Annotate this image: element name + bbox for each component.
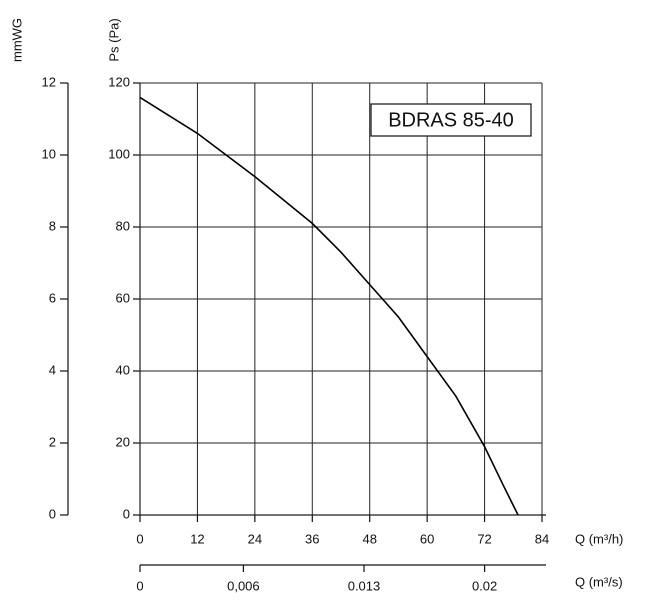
x-axis-title: Q (m³/h) [575, 531, 623, 546]
y-tick-label: 100 [108, 146, 130, 161]
y2-tick-label: 4 [49, 362, 56, 377]
y2-tick-label: 10 [42, 146, 56, 161]
y-tick-label: 40 [116, 362, 130, 377]
x-tick-label: 72 [477, 531, 491, 546]
y2-tick-label: 12 [42, 74, 56, 89]
y2-tick-label: 0 [49, 506, 56, 521]
y-tick-label: 80 [116, 218, 130, 233]
x-tick-label: 84 [535, 531, 549, 546]
x2-tick-label: 0.02 [472, 578, 497, 593]
y-tick-label: 120 [108, 74, 130, 89]
y-tick-label: 0 [123, 506, 130, 521]
y-tick-label: 60 [116, 290, 130, 305]
x-tick-label: 60 [420, 531, 434, 546]
x-tick-label: 0 [136, 531, 143, 546]
x-tick-label: 24 [248, 531, 262, 546]
y2-axis-title: mmWG [9, 18, 24, 62]
y-tick-label: 20 [116, 434, 130, 449]
legend-label: BDRAS 85-40 [388, 109, 514, 131]
x2-tick-label: 0 [136, 578, 143, 593]
y2-tick-label: 2 [49, 434, 56, 449]
legend-box [370, 103, 532, 137]
x-tick-label: 36 [305, 531, 319, 546]
x-tick-label: 12 [190, 531, 204, 546]
y2-tick-label: 6 [49, 290, 56, 305]
x-tick-label: 48 [362, 531, 376, 546]
x2-tick-label: 0,006 [227, 578, 260, 593]
y-axis-title: Ps (Pa) [106, 18, 121, 61]
y2-tick-label: 8 [49, 218, 56, 233]
curve [139, 96, 519, 516]
x2-tick-label: 0.013 [348, 578, 381, 593]
x2-axis-title: Q (m³/s) [575, 574, 623, 589]
